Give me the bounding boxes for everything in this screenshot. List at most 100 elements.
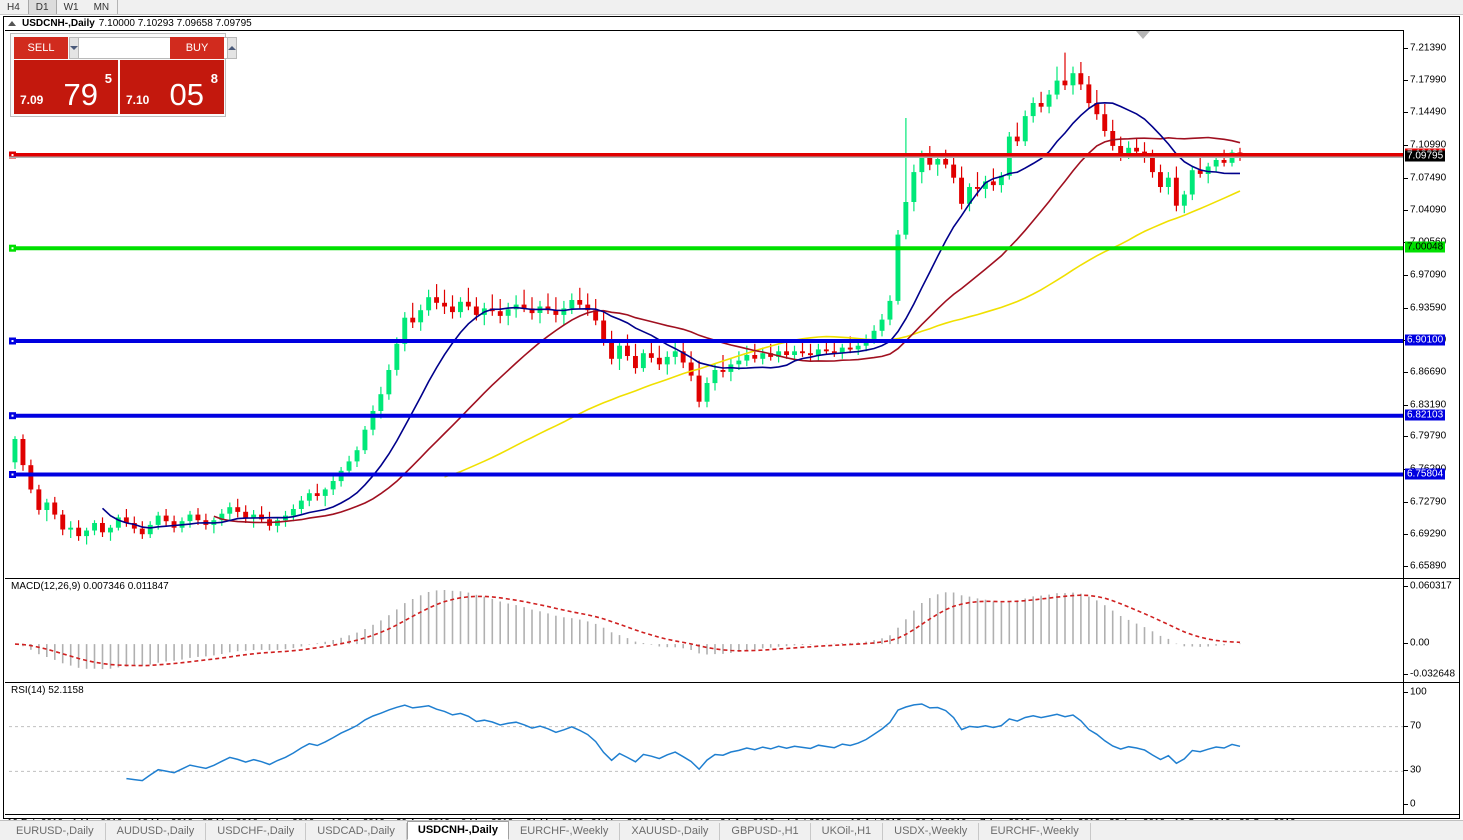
volume-stepper[interactable]	[69, 37, 237, 59]
candle-body	[147, 524, 153, 535]
candle-body	[290, 509, 296, 516]
timeframe-button-w1[interactable]: W1	[63, 1, 79, 13]
candle-body	[219, 513, 225, 521]
volume-decrease-button[interactable]	[69, 37, 79, 59]
candle-body	[108, 527, 113, 533]
candle-body	[720, 370, 726, 372]
candle-body	[736, 360, 742, 365]
price-tick-label: 7.04090	[1410, 204, 1447, 215]
candle-body	[975, 187, 980, 189]
symbol-tab-usdcnhdaily[interactable]: USDCNH-,Daily	[406, 821, 509, 840]
candle-body	[712, 370, 718, 384]
candle-body	[959, 177, 964, 204]
price-badge-green[interactable]: 7.00048	[1405, 241, 1446, 253]
level-anchor-dot	[11, 473, 14, 476]
candle-body	[871, 330, 877, 341]
price-tick-mark	[1404, 307, 1408, 309]
candle-body	[895, 234, 901, 301]
symbol-tab-usdxweekly[interactable]: USDX-,Weekly	[883, 823, 980, 840]
candle-body	[1126, 147, 1132, 156]
candle-body	[322, 489, 328, 496]
candle-body	[1102, 114, 1108, 131]
sell-price-cell[interactable]: 7.09 79 5	[14, 60, 118, 114]
price-scale[interactable]: 7.21390 7.17990 7.14490 7.10990 7.07490 7.040…	[1403, 30, 1460, 814]
rsi-plot-area[interactable]	[9, 683, 1403, 814]
symbol-tab-usdchfdaily[interactable]: USDCHF-,Daily	[206, 823, 307, 840]
timeframe-button-d1[interactable]: D1	[27, 0, 57, 14]
level-anchor-dot	[11, 340, 14, 342]
price-tick-label: 6.86690	[1410, 366, 1447, 378]
symbol-tab-gbpusdh1[interactable]: GBPUSD-,H1	[720, 823, 811, 840]
price-badge-blue[interactable]: 6.82103	[1405, 409, 1446, 421]
candle-body	[1038, 103, 1044, 107]
candle-body	[362, 429, 368, 451]
candle-body	[1189, 170, 1195, 195]
macd-plot-area[interactable]	[9, 579, 1403, 682]
rsi-pane[interactable]: RSI(14) 52.1158	[5, 682, 1460, 814]
macd-tick-label: 0.00	[1410, 637, 1430, 649]
candle-body	[378, 394, 384, 411]
triangle-up-icon[interactable]	[8, 21, 16, 26]
candle-body	[76, 527, 82, 537]
candle-body	[163, 515, 169, 522]
candle-body	[1221, 160, 1227, 163]
price-tick-mark	[1404, 404, 1408, 406]
sell-button[interactable]: SELL	[14, 37, 68, 59]
price-plot-area[interactable]	[9, 31, 1403, 578]
candle-body	[911, 172, 917, 202]
candle-body	[744, 355, 750, 361]
candle-body	[235, 507, 241, 512]
candle-body	[426, 297, 432, 311]
candle-body	[569, 300, 575, 309]
candle-body	[1134, 147, 1139, 152]
volume-increase-button[interactable]	[227, 37, 237, 59]
chart-marker-triangle-icon[interactable]	[1136, 31, 1150, 39]
candle-body	[617, 345, 622, 359]
one-click-trading-panel[interactable]: SELL BUY 7.09 79 5 7.10 05 8	[10, 33, 237, 117]
symbol-tab-usdcaddaily[interactable]: USDCAD-,Daily	[306, 823, 407, 840]
symbol-tab-eurusddaily[interactable]: EURUSD-,Daily	[5, 823, 106, 840]
timeframe-button-h4[interactable]: H4	[7, 1, 20, 13]
candle-body	[983, 181, 988, 189]
candle-body	[115, 517, 121, 528]
candle-body	[505, 309, 511, 316]
candle-body	[450, 306, 455, 313]
symbol-tab-eurchfweekly[interactable]: EURCHF-,Weekly	[509, 823, 621, 840]
buy-button[interactable]: BUY	[170, 37, 224, 59]
candle-body	[386, 370, 392, 395]
candle-body	[1086, 84, 1092, 104]
candle-body	[879, 319, 885, 331]
candle-body	[625, 345, 630, 356]
buy-price-cell[interactable]: 7.10 05 8	[120, 60, 224, 114]
candle-body	[1014, 136, 1020, 142]
macd-pane[interactable]: MACD(12,26,9) 0.007346 0.011847	[5, 578, 1460, 682]
price-tick-label: 6.93590	[1410, 302, 1447, 313]
moving-average-line	[101, 101, 1240, 529]
price-badge-blue[interactable]: 6.90100	[1405, 334, 1446, 346]
candle-body	[752, 355, 758, 359]
price-tick-label: 7.10990	[1410, 139, 1447, 151]
symbol-tab-audusddaily[interactable]: AUDUSD-,Daily	[106, 823, 207, 840]
candle-body	[593, 310, 599, 321]
symbol-tab-xauusddaily[interactable]: XAUUSD-,Daily	[620, 823, 721, 840]
price-badge-black[interactable]: 7.09795	[1405, 150, 1446, 162]
candle-body	[927, 157, 933, 165]
sell-price-prefix: 7.09	[20, 93, 44, 107]
candle-body	[823, 349, 829, 352]
timeframe-button-mn[interactable]: MN	[93, 1, 110, 13]
candle-body	[943, 159, 949, 165]
symbol-tab-eurchfweekly[interactable]: EURCHF-,Weekly	[979, 823, 1091, 840]
candle-body	[370, 411, 376, 430]
price-pane[interactable]	[5, 30, 1460, 578]
symbol-tab-ukoilh1[interactable]: UKOil-,H1	[811, 823, 884, 840]
sell-price-sup: 5	[104, 71, 112, 86]
buy-price-sup: 8	[210, 71, 218, 86]
candle-body	[855, 345, 861, 350]
price-tick-mark	[1404, 48, 1408, 49]
candle-body	[171, 521, 177, 528]
moving-average-line	[444, 190, 1241, 478]
candle-body	[633, 356, 638, 369]
price-badge-blue[interactable]: 6.75804	[1405, 468, 1446, 479]
scale-separator	[1404, 578, 1460, 579]
